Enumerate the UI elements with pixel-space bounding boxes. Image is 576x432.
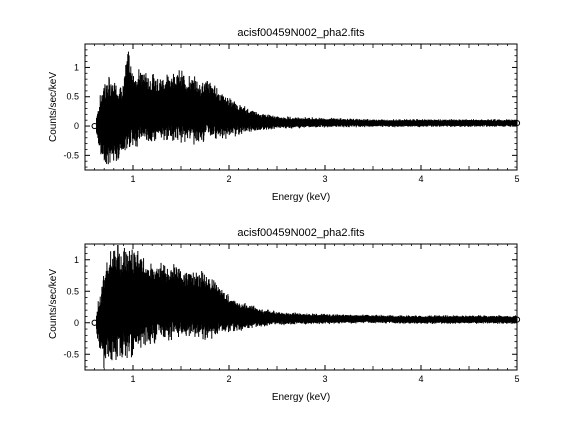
data-point bbox=[158, 299, 165, 306]
data-point bbox=[273, 315, 281, 322]
data-point bbox=[139, 104, 146, 111]
y-tick-label: 0 bbox=[74, 121, 79, 131]
data-point bbox=[177, 102, 185, 109]
x-tick-label: 5 bbox=[514, 174, 519, 184]
data-point bbox=[254, 118, 261, 125]
data-marks bbox=[91, 51, 521, 165]
data-point bbox=[245, 313, 252, 320]
data-point bbox=[245, 117, 252, 124]
data-marks bbox=[91, 245, 521, 368]
data-point bbox=[417, 316, 425, 323]
data-point bbox=[149, 300, 156, 307]
plot-frame bbox=[84, 43, 518, 171]
x-tick-label: 3 bbox=[322, 174, 327, 184]
y-tick-label: -0.5 bbox=[63, 150, 79, 160]
data-point bbox=[321, 315, 329, 323]
data-point bbox=[465, 316, 473, 323]
data-point bbox=[235, 115, 242, 123]
data-point bbox=[129, 297, 137, 304]
data-point bbox=[254, 314, 261, 321]
chart-title: acisf00459N002_pha2.fits bbox=[237, 27, 365, 39]
data-point bbox=[235, 312, 242, 319]
data-point bbox=[216, 307, 223, 314]
data-point bbox=[139, 298, 146, 306]
data-point bbox=[101, 120, 108, 127]
y-tick-label: 0 bbox=[74, 318, 79, 328]
data-point bbox=[513, 316, 521, 323]
data-point bbox=[187, 300, 194, 307]
x-axis-label: Energy (keV) bbox=[272, 392, 330, 403]
data-point bbox=[206, 303, 213, 311]
data-point bbox=[120, 297, 127, 304]
plot-frame bbox=[84, 243, 518, 371]
data-point bbox=[273, 119, 281, 126]
x-tick-label: 1 bbox=[130, 174, 135, 184]
data-point bbox=[197, 302, 204, 309]
data-point bbox=[149, 106, 156, 113]
data-point bbox=[110, 300, 117, 307]
x-ticks: 1 2 3 4 5 bbox=[84, 44, 520, 184]
x-tick-label: 4 bbox=[418, 174, 423, 184]
y-tick-label: 1 bbox=[74, 255, 79, 265]
x-tick-label: 3 bbox=[322, 374, 327, 384]
y-tick-label: 0.5 bbox=[66, 286, 79, 296]
data-point bbox=[197, 108, 204, 115]
spectrum-panel-bottom: acisf00459N002_pha2.fits Counts/sec/keV … bbox=[48, 227, 521, 403]
data-point bbox=[513, 120, 521, 127]
data-point bbox=[120, 117, 127, 124]
data-point bbox=[91, 122, 98, 130]
y-tick-label: 1 bbox=[74, 62, 79, 72]
x-ticks: 1 2 3 4 5 bbox=[84, 244, 520, 384]
x-axis-label: Energy (keV) bbox=[272, 192, 330, 203]
data-point bbox=[225, 310, 233, 317]
y-axis-label: Counts/sec/keV bbox=[48, 72, 59, 142]
data-point bbox=[158, 105, 165, 112]
data-point bbox=[369, 315, 377, 323]
data-point bbox=[177, 298, 185, 306]
data-point bbox=[216, 111, 223, 118]
data-point bbox=[369, 120, 377, 127]
spectrum-panel-top: acisf00459N002_pha2.fits Counts/sec/keV … bbox=[48, 27, 521, 203]
data-point bbox=[168, 298, 175, 306]
y-axis-label: Counts/sec/keV bbox=[48, 269, 59, 339]
data-point bbox=[206, 105, 213, 112]
x-tick-label: 2 bbox=[226, 374, 231, 384]
x-tick-label: 1 bbox=[130, 374, 135, 384]
data-point bbox=[168, 103, 175, 110]
data-point bbox=[465, 120, 473, 127]
y-tick-label: 0.5 bbox=[66, 92, 79, 102]
x-tick-label: 2 bbox=[226, 174, 231, 184]
data-point bbox=[129, 105, 137, 112]
data-point bbox=[187, 106, 194, 113]
y-tick-label: -0.5 bbox=[63, 349, 79, 359]
chart-title: acisf00459N002_pha2.fits bbox=[237, 227, 365, 239]
x-tick-label: 4 bbox=[418, 374, 423, 384]
data-point bbox=[225, 114, 233, 121]
data-point bbox=[417, 120, 425, 127]
x-tick-label: 5 bbox=[514, 374, 519, 384]
data-point bbox=[110, 118, 117, 125]
data-point bbox=[321, 119, 329, 126]
data-point bbox=[125, 96, 132, 103]
data-point bbox=[101, 316, 108, 323]
data-point bbox=[91, 319, 98, 326]
